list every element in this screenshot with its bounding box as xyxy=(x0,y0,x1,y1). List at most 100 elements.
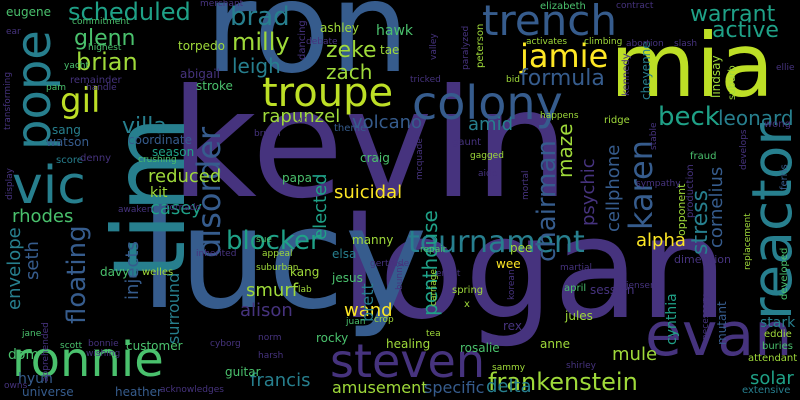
word-commitment: commitment xyxy=(72,17,130,27)
word-gertrude: gertrude xyxy=(370,259,410,269)
word-sue: sue xyxy=(256,235,272,245)
word-denny: denny xyxy=(80,153,112,164)
word-jamie: jamie xyxy=(520,37,609,75)
word-theme: theme xyxy=(334,123,367,134)
word-manny: manny xyxy=(352,233,394,247)
word-climbing: climbing xyxy=(584,37,623,47)
word-tournament: tournament xyxy=(408,225,585,260)
word-beck: beck xyxy=(658,102,720,132)
word-abortion: abortion xyxy=(626,39,664,49)
word-mcquade: mcquade xyxy=(415,138,425,180)
word-floating: floating xyxy=(62,225,92,324)
word-jules: jules xyxy=(565,309,593,323)
word-dimension: dimension xyxy=(674,253,731,266)
word-handle: handle xyxy=(86,83,117,93)
word-necessary: necessary xyxy=(701,294,711,340)
word-stark: stark xyxy=(760,315,796,331)
word-sammy: sammy xyxy=(492,363,526,373)
word-jensen: jensen xyxy=(626,281,656,291)
word-juan: juan xyxy=(346,317,366,327)
word-replacement: replacement xyxy=(743,213,753,270)
word-lucy: lucy xyxy=(140,178,428,341)
word-steven: steven xyxy=(330,334,485,388)
word-korean: korean xyxy=(507,269,517,300)
word-scott: scott xyxy=(60,341,83,351)
word-fraud: fraud xyxy=(690,151,717,162)
word-inherited: inherited xyxy=(196,249,237,259)
word-warrant: warrant xyxy=(690,2,776,27)
word-merchant: merchant xyxy=(200,0,244,9)
word-opponent: opponent xyxy=(675,183,688,236)
word-acknowledges: acknowledges xyxy=(160,385,224,395)
word-ridge: ridge xyxy=(604,115,630,126)
word-pam: pam xyxy=(46,83,66,93)
word-troupe: troupe xyxy=(262,70,394,116)
word-hawk: hawk xyxy=(376,23,414,39)
word-gil: gil xyxy=(60,81,101,121)
word-colony: colony xyxy=(412,76,563,130)
word-highest: highest xyxy=(88,43,122,53)
word-elsa: elsa xyxy=(332,247,357,261)
word-casey: casey xyxy=(150,198,203,219)
word-heather: heather xyxy=(115,385,162,399)
word-session: session xyxy=(590,283,635,297)
word-abigail: abigail xyxy=(180,67,220,81)
word-leigh: leigh xyxy=(232,54,281,78)
word-torpedo: torpedo xyxy=(178,39,225,53)
word-specific: specific xyxy=(424,378,485,397)
word-davy: davy xyxy=(100,265,130,279)
word-blocker: blocker xyxy=(226,226,321,256)
word-elizabeth: elizabeth xyxy=(540,1,586,12)
word-brad: brad xyxy=(230,2,290,32)
word-amusement: amusement xyxy=(332,378,428,397)
word-paralyzed: paralyzed xyxy=(461,25,471,70)
word-transforming: transforming xyxy=(3,71,13,130)
word-francis: francis xyxy=(250,370,311,391)
word-ellie: ellie xyxy=(776,63,795,73)
word-kevin: kevin xyxy=(170,58,570,232)
word-x: x xyxy=(464,299,470,310)
word-zeke: zeke xyxy=(326,38,377,63)
word-april: april xyxy=(564,283,587,294)
word-disorder: disorder xyxy=(190,126,228,258)
word-buries: buries xyxy=(762,341,793,352)
word-cyborg: cyborg xyxy=(210,339,241,349)
word-rex: rex xyxy=(503,319,522,333)
word-vic: vic xyxy=(12,156,86,216)
word-active: active xyxy=(712,18,779,43)
word-wand: wand xyxy=(344,300,393,321)
word-wong: wong xyxy=(764,119,791,130)
word-reduced: reduced xyxy=(148,166,222,187)
word-seth: seth xyxy=(22,241,43,280)
word-suburban: suburban xyxy=(256,263,299,273)
word-norm: norm xyxy=(258,333,282,343)
word-gagged: gagged xyxy=(470,151,504,161)
word-tricked: tricked xyxy=(410,75,441,85)
word-cynthia: cynthia xyxy=(664,293,680,345)
word-wishing: wishing xyxy=(86,349,121,359)
word-eddie: eddie xyxy=(764,329,792,340)
word-amid: amid xyxy=(468,114,513,135)
word-papa: papa xyxy=(282,171,312,185)
word-peterson: peterson xyxy=(475,23,486,68)
word-aide: aide xyxy=(478,169,498,179)
word-slash: slash xyxy=(674,39,698,49)
word-display: display xyxy=(5,168,15,200)
word-suicidal: suicidal xyxy=(334,182,403,203)
word-guitar: guitar xyxy=(225,365,261,379)
word-volcano: volcano xyxy=(352,112,423,133)
word-anne: anne xyxy=(540,337,570,351)
word-watson: watson xyxy=(46,135,90,149)
word-martial: martial xyxy=(560,263,593,273)
word-alpha: alpha xyxy=(636,230,686,251)
word-oz: oz xyxy=(296,115,307,125)
word-valley: valley xyxy=(429,33,439,60)
word-crushing: crushing xyxy=(138,155,177,165)
word-delta: delta xyxy=(486,376,532,397)
word-elected: elected xyxy=(310,173,331,240)
word-mia: mia xyxy=(610,14,775,117)
word-contract: contract xyxy=(616,1,654,11)
word-suburb: suburb xyxy=(727,65,738,100)
word-ferris: ferris xyxy=(779,164,790,190)
